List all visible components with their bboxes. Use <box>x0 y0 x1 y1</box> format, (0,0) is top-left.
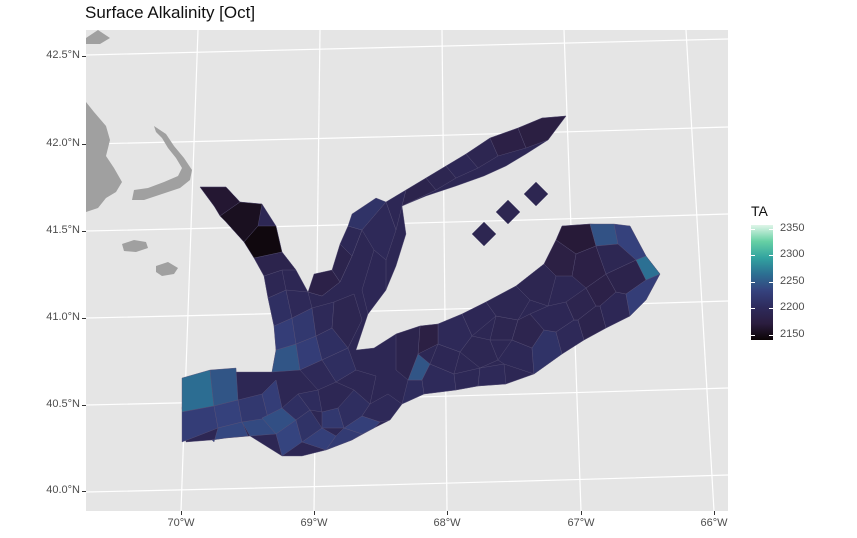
x-tick <box>714 511 715 515</box>
cell-sw-1 <box>181 369 215 413</box>
cell-dia-3 <box>523 181 549 207</box>
graticule-lat-41-5 <box>86 213 728 232</box>
legend-label: 2200 <box>780 301 805 313</box>
x-tick <box>447 511 448 515</box>
land-mainland <box>86 102 122 212</box>
graticule-lon-68 <box>441 30 448 511</box>
x-tick <box>314 511 315 515</box>
cell-mc-12 <box>285 289 313 319</box>
graticule-lon-66 <box>685 30 715 511</box>
cell-sw-2 <box>209 367 239 407</box>
cell-se-30 <box>437 313 473 353</box>
legend-tick <box>751 229 755 230</box>
legend-tick <box>751 308 755 309</box>
cell-dia-2 <box>495 199 521 225</box>
map-panel <box>86 30 728 511</box>
legend-label: 2150 <box>780 328 805 340</box>
y-tick <box>82 318 86 319</box>
cell-dia-1 <box>471 221 497 247</box>
cell-se-25 <box>595 243 637 275</box>
y-tick <box>82 491 86 492</box>
x-tick <box>581 511 582 515</box>
ta-cells <box>181 115 661 457</box>
graticule-lat-42-5 <box>86 38 728 56</box>
legend-tick <box>751 335 755 336</box>
cell-mc-6 <box>335 369 377 405</box>
y-tick <box>82 405 86 406</box>
cell-na-3 <box>243 225 283 259</box>
y-tick-label: 41.5°N <box>46 224 80 236</box>
x-tick <box>181 511 182 515</box>
cell-mc-10 <box>331 293 363 349</box>
legend-label: 2300 <box>780 248 805 260</box>
x-tick-label: 68°W <box>433 517 461 529</box>
legend-tick <box>769 282 773 283</box>
x-tick-label: 69°W <box>300 517 328 529</box>
legend-label: 2250 <box>780 275 805 287</box>
cell-sw-16 <box>325 427 363 451</box>
legend-tick <box>751 255 755 256</box>
land-cape-cod <box>132 126 192 200</box>
legend-label: 2350 <box>780 222 805 234</box>
cell-se-28 <box>485 285 531 321</box>
land-masses <box>86 30 192 276</box>
cell-na-10 <box>361 249 387 315</box>
cell-sw-19 <box>361 393 403 423</box>
x-tick-label: 67°W <box>567 517 595 529</box>
legend-tick <box>769 335 773 336</box>
y-tick-label: 41.0°N <box>46 311 80 323</box>
land-marthas-vineyard <box>122 240 148 252</box>
y-tick-label: 40.5°N <box>46 398 80 410</box>
map-svg <box>86 30 728 511</box>
legend-tick <box>769 229 773 230</box>
land-north <box>86 30 110 44</box>
chart-title: Surface Alkalinity [Oct] <box>85 3 256 22</box>
graticule-lat-42-0 <box>86 126 728 145</box>
legend-tick <box>769 308 773 309</box>
legend-title: TA <box>751 203 768 219</box>
y-tick-label: 42.5°N <box>46 49 80 61</box>
land-nantucket <box>156 262 178 276</box>
cell-se-26 <box>543 239 577 277</box>
cell-se-27 <box>515 263 557 307</box>
y-tick <box>82 56 86 57</box>
y-tick-label: 40.0°N <box>46 484 80 496</box>
y-tick <box>82 231 86 232</box>
y-tick-label: 42.0°N <box>46 137 80 149</box>
legend-colorbar <box>751 225 773 340</box>
cell-se-23 <box>635 255 661 281</box>
legend-tick <box>769 255 773 256</box>
graticule-lat-40-0 <box>86 474 728 493</box>
cell-se-32 <box>395 325 421 381</box>
legend-tick <box>751 282 755 283</box>
cell-na-16 <box>517 115 567 149</box>
x-tick-label: 70°W <box>167 517 195 529</box>
x-tick-label: 66°W <box>700 517 728 529</box>
y-tick <box>82 144 86 145</box>
